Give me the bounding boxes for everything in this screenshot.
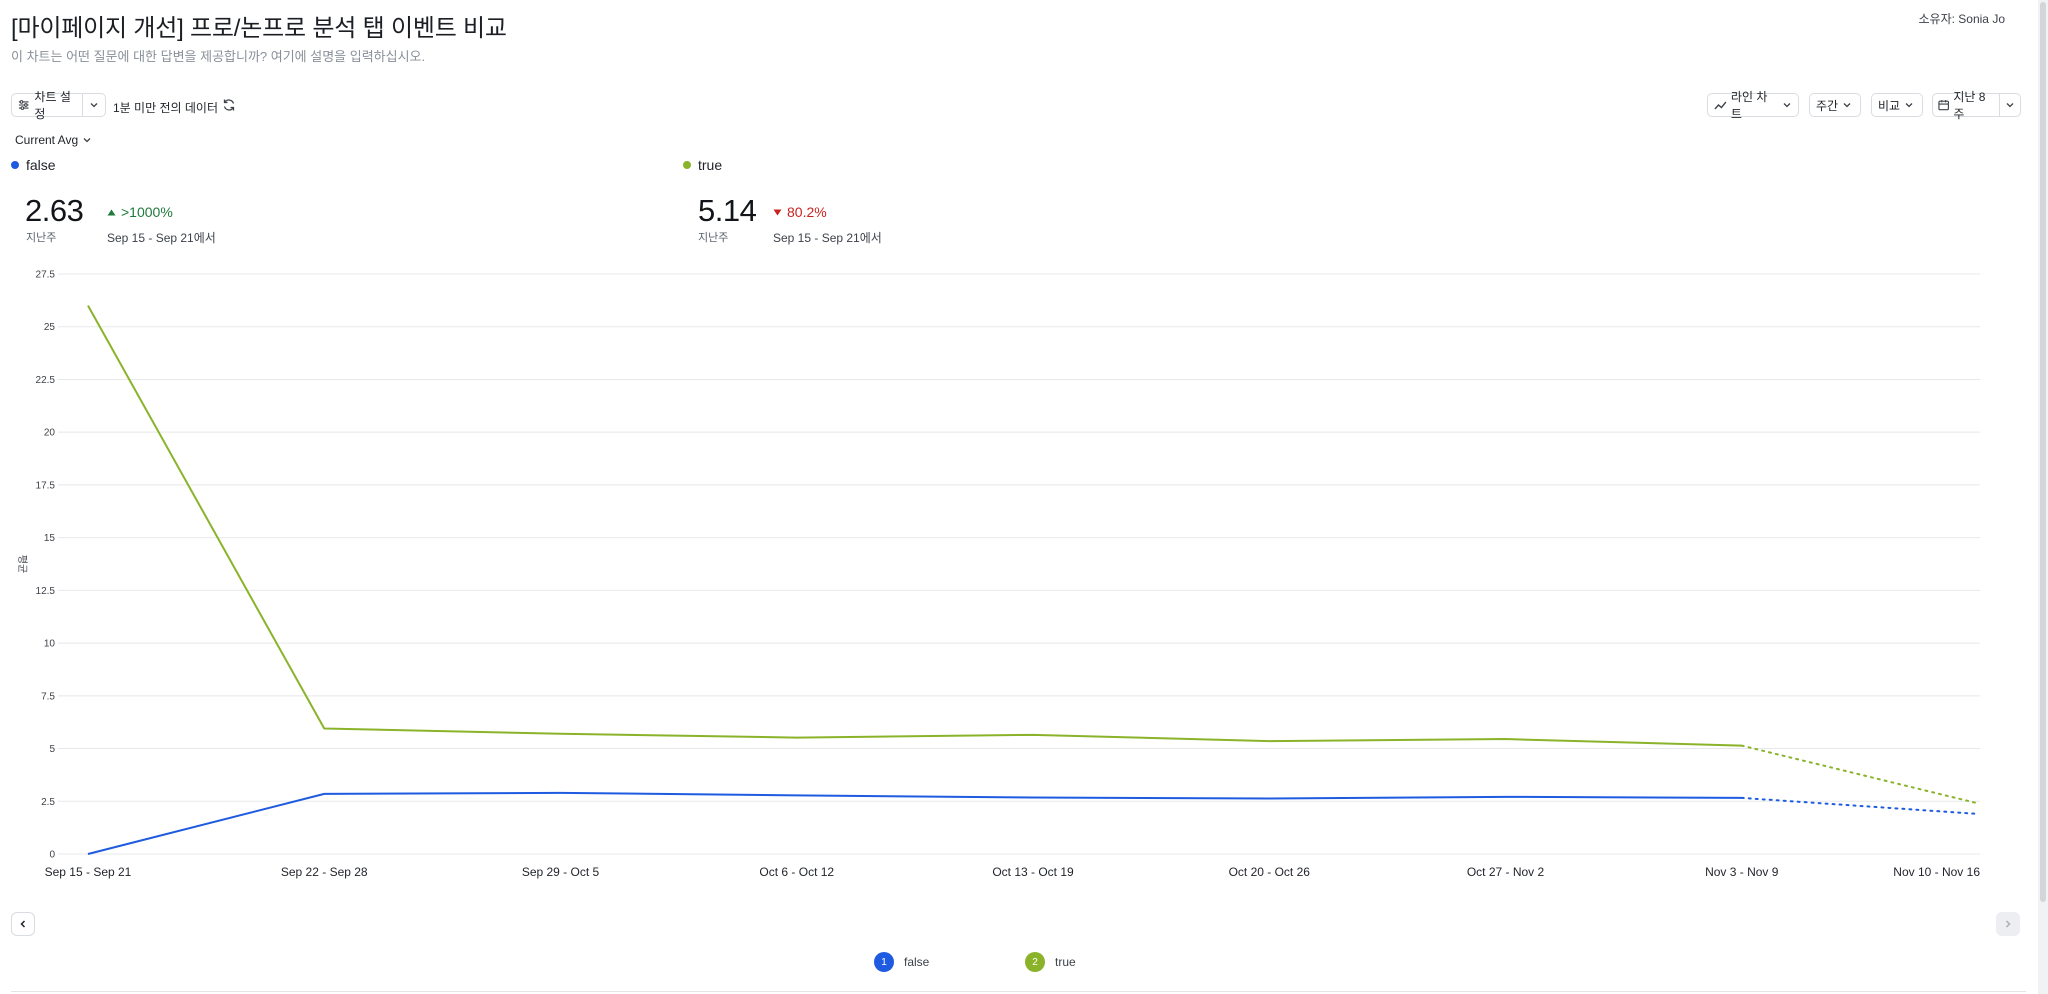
chevron-down-icon [1783,103,1791,108]
y-tick-label: 15 [44,533,56,544]
series-index-badge: 1 [874,952,894,972]
x-tick-label: Nov 10 - Nov 16 [1893,865,1980,879]
y-tick-label: 10 [44,639,56,650]
owner-label: 소유자: Sonia Jo [1918,12,2006,26]
bottom-legend-false[interactable]: 1 false [874,952,929,972]
chart-settings-dropdown[interactable] [83,94,105,116]
chevron-down-icon [83,138,91,143]
metric-label: Current Avg [15,133,79,147]
series-line-incomplete-false [1740,796,1979,815]
series-color-dot [683,161,691,169]
chart-description[interactable]: 이 차트는 어떤 질문에 대한 답변을 제공합니까? 여기에 설명을 입력하십시… [11,49,426,64]
triangle-down-icon [773,209,782,215]
series-line-false [87,791,1742,855]
chart-type-label: 라인 차트 [1730,90,1768,121]
refresh-icon [223,99,235,111]
chart-settings-label: 차트 설정 [34,90,71,121]
y-tick-label: 22.5 [36,375,56,386]
refresh-button[interactable] [222,98,236,112]
series-color-dot [11,161,19,169]
data-freshness: 1분 미만 전의 데이터 [113,101,218,115]
chevron-right-icon [2005,920,2011,928]
change-value: >1000% [121,204,173,220]
chevron-down-icon [1843,103,1851,108]
vertical-scrollbar[interactable] [2038,0,2048,994]
line-chart[interactable]: 0 2.5 5 7.5 10 12.5 15 17.5 20 22.5 25 27.5 평균 Sep 15… [0,260,2040,880]
y-tick-label: 17.5 [36,480,56,491]
summary-period: 지난주 [26,232,57,244]
chart-settings-button[interactable]: 차트 설정 [11,90,106,121]
compare-label: 비교 [1878,98,1901,113]
series-line-true [87,305,1742,747]
chevron-down-icon [2006,103,2014,108]
metric-dropdown[interactable]: Current Avg [15,133,92,147]
compare-dropdown[interactable]: 비교 [1871,93,1923,117]
chevron-down-icon [1905,103,1913,108]
series-label: false [904,955,930,969]
x-tick-label: Oct 27 - Nov 2 [1467,865,1545,879]
comparison-range: Sep 15 - Sep 21에서 [107,231,216,245]
interval-dropdown[interactable]: 주간 [1809,93,1861,117]
sliders-icon [18,100,29,110]
summary-change: >1000% [107,204,173,220]
calendar-icon [1938,100,1949,111]
change-value: 80.2% [787,204,827,220]
y-tick-label: 27.5 [36,270,56,281]
summary-value: 5.14 [698,193,757,228]
chevron-down-icon [90,103,98,108]
series-name: false [26,157,56,173]
summary-change: 80.2% [773,204,827,220]
y-tick-label: 12.5 [36,586,56,597]
y-axis-label: 평균 [16,555,28,573]
x-tick-label: Sep 15 - Sep 21 [45,865,132,879]
chart-next-button[interactable] [1996,912,2020,936]
chart-prev-button[interactable] [11,912,35,936]
chart-type-dropdown[interactable]: 라인 차트 [1707,90,1799,121]
x-tick-label: Oct 13 - Oct 19 [992,865,1074,879]
comparison-range: Sep 15 - Sep 21에서 [773,231,882,245]
x-tick-label: Nov 3 - Nov 9 [1705,865,1779,879]
y-tick-label: 2.5 [41,797,55,808]
page-title: [마이페이지 개선] 프로/논프로 분석 탭 이벤트 비교 [11,15,507,42]
x-tick-label: Oct 6 - Oct 12 [759,865,834,879]
date-range-dropdown[interactable] [2000,94,2020,116]
y-tick-label: 5 [49,744,55,755]
summary-value: 2.63 [25,193,84,228]
summary-period: 지난주 [698,232,729,244]
x-tick-label: Oct 20 - Oct 26 [1229,865,1311,879]
triangle-up-icon [107,209,116,215]
bottom-legend-true[interactable]: 2 true [1025,952,1076,972]
series-name: true [698,157,723,173]
date-range-label: 지난 8주 [1953,90,1986,121]
date-range-button[interactable]: 지난 8주 [1932,90,2021,121]
divider [11,991,2026,992]
chevron-left-icon [20,920,26,928]
series-legend-true[interactable]: true [683,157,722,173]
y-tick-label: 20 [44,428,56,439]
series-line-incomplete-true [1740,744,1979,805]
x-tick-label: Sep 22 - Sep 28 [281,865,368,879]
x-tick-label: Sep 29 - Oct 5 [522,865,600,879]
line-chart-icon [1714,101,1727,109]
series-index-badge: 2 [1025,952,1045,972]
series-label: true [1055,955,1076,969]
series-legend-false[interactable]: false [11,157,56,173]
y-tick-label: 7.5 [41,691,55,702]
interval-label: 주간 [1816,98,1839,113]
y-tick-label: 25 [44,322,56,333]
y-tick-label: 0 [49,850,55,861]
